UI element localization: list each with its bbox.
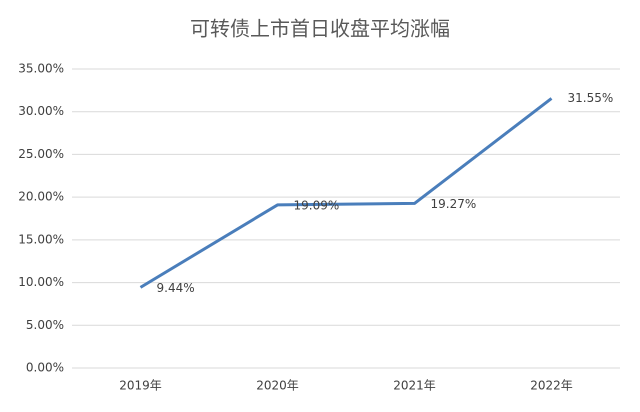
- x-tick-label: 2019年: [119, 379, 162, 393]
- y-tick-label: 15.00%: [18, 232, 64, 246]
- data-label: 19.27%: [431, 197, 477, 211]
- y-tick-label: 20.00%: [18, 190, 64, 204]
- data-label: 31.55%: [568, 91, 614, 105]
- line: [139, 97, 553, 289]
- x-tick-label: 2020年: [256, 379, 299, 393]
- y-tick-label: 10.00%: [18, 275, 64, 289]
- y-tick-label: 35.00%: [18, 62, 64, 76]
- x-tick-label: 2022年: [530, 379, 573, 393]
- data-label: 19.09%: [294, 198, 340, 212]
- x-tick-label: 2021年: [393, 379, 436, 393]
- chart-title: 可转债上市首日收盘平均涨幅: [190, 17, 450, 41]
- y-tick-label: 5.00%: [26, 318, 64, 332]
- y-tick-label: 0.00%: [26, 361, 64, 375]
- data-label: 9.44%: [157, 281, 195, 295]
- y-tick-label: 30.00%: [18, 104, 64, 118]
- y-tick-label: 25.00%: [18, 147, 64, 161]
